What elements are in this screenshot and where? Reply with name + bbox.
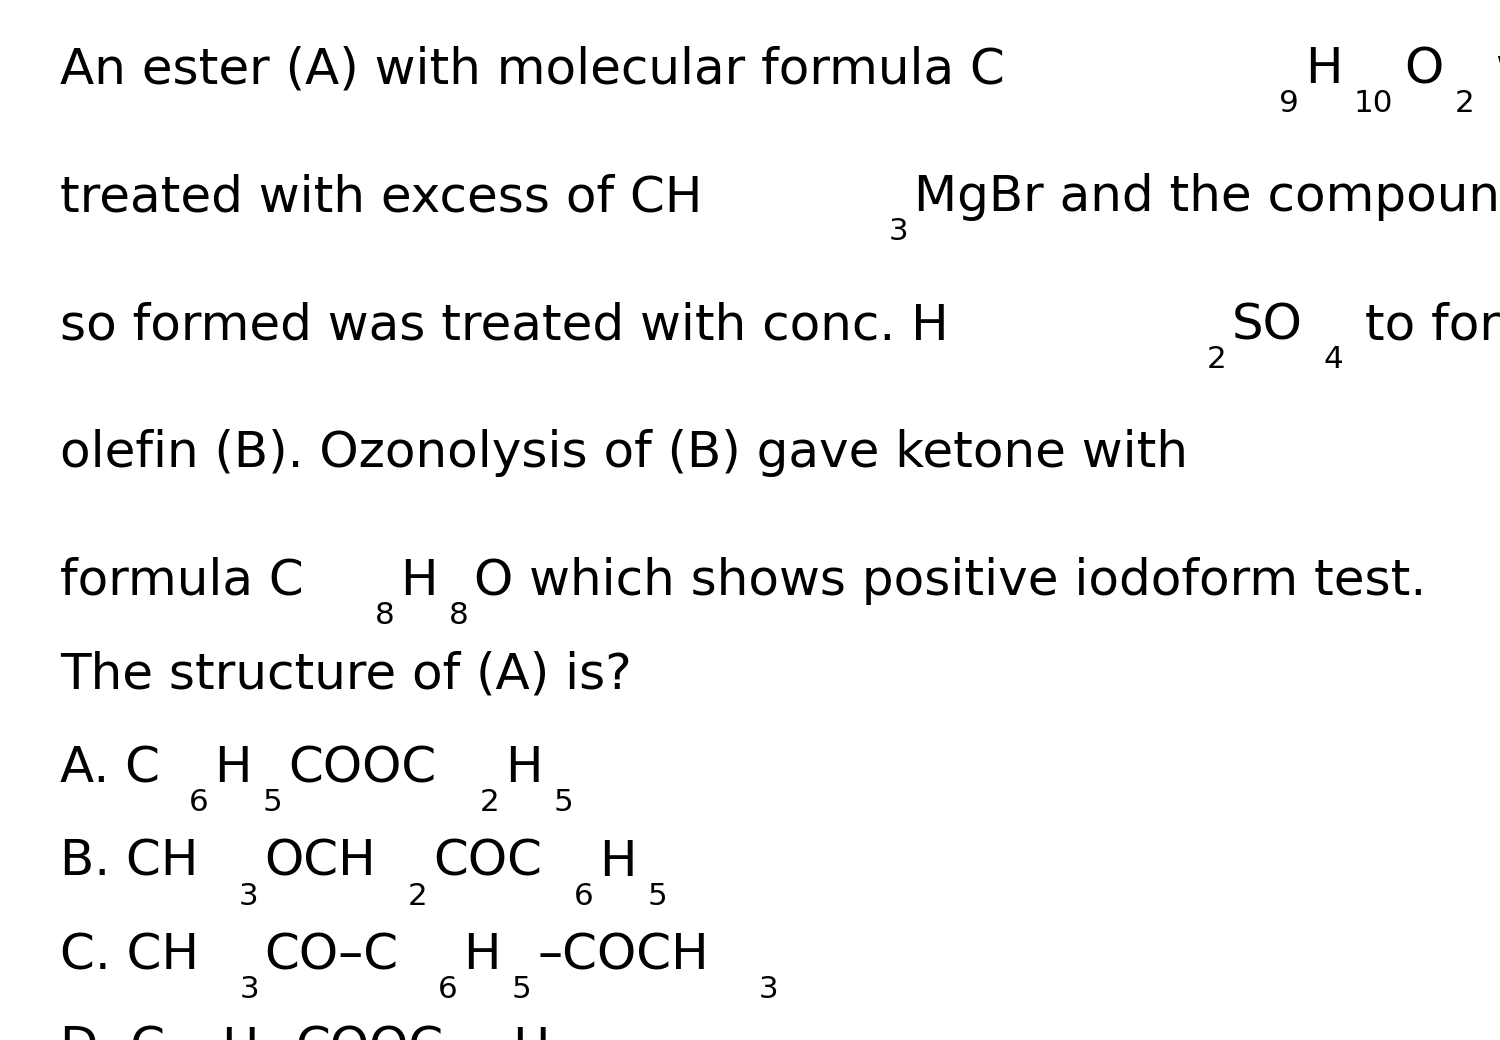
Text: O: O	[1404, 45, 1443, 94]
Text: O which shows positive iodoform test.: O which shows positive iodoform test.	[474, 556, 1426, 605]
Text: 3: 3	[759, 976, 778, 1005]
Text: H: H	[400, 556, 438, 605]
Text: 5: 5	[648, 882, 668, 911]
Text: olefin (B). Ozonolysis of (B) gave ketone with: olefin (B). Ozonolysis of (B) gave keton…	[60, 428, 1188, 477]
Text: SO: SO	[1232, 301, 1304, 349]
Text: COOC: COOC	[288, 744, 436, 792]
Text: CO–C: CO–C	[264, 931, 399, 980]
Text: 2: 2	[408, 882, 428, 911]
Text: 5: 5	[262, 788, 282, 817]
Text: 6: 6	[574, 882, 594, 911]
Text: treated with excess of CH: treated with excess of CH	[60, 173, 702, 222]
Text: D. C: D. C	[60, 1024, 165, 1040]
Text: to form: to form	[1348, 301, 1500, 349]
Text: 4: 4	[1323, 345, 1344, 374]
Text: –COCH: –COCH	[537, 931, 708, 980]
Text: COC: COC	[433, 837, 543, 886]
Text: 3: 3	[240, 976, 260, 1005]
Text: H: H	[600, 837, 638, 886]
Text: B. CH: B. CH	[60, 837, 198, 886]
Text: H: H	[464, 931, 501, 980]
Text: 3: 3	[890, 217, 909, 246]
Text: H: H	[512, 1024, 549, 1040]
Text: The structure of (A) is?: The structure of (A) is?	[60, 650, 632, 699]
Text: 2: 2	[1206, 345, 1227, 374]
Text: 6: 6	[438, 976, 458, 1005]
Text: H: H	[1305, 45, 1342, 94]
Text: H: H	[214, 744, 252, 792]
Text: 8: 8	[448, 601, 468, 630]
Text: was: was	[1480, 45, 1500, 94]
Text: H: H	[506, 744, 543, 792]
Text: MgBr and the compound: MgBr and the compound	[914, 173, 1500, 222]
Text: OCH: OCH	[264, 837, 375, 886]
Text: 2: 2	[1455, 89, 1474, 119]
Text: 6: 6	[189, 788, 209, 817]
Text: 2: 2	[480, 788, 500, 817]
Text: 9: 9	[1280, 89, 1299, 119]
Text: 5: 5	[554, 788, 573, 817]
Text: H: H	[220, 1024, 258, 1040]
Text: A. C: A. C	[60, 744, 160, 792]
Text: An ester (A) with molecular formula C: An ester (A) with molecular formula C	[60, 45, 1005, 94]
Text: C. CH: C. CH	[60, 931, 200, 980]
Text: 8: 8	[375, 601, 394, 630]
Text: 3: 3	[238, 882, 258, 911]
Text: so formed was treated with conc. H: so formed was treated with conc. H	[60, 301, 948, 349]
Text: COOC: COOC	[296, 1024, 444, 1040]
Text: 5: 5	[512, 976, 531, 1005]
Text: 10: 10	[1353, 89, 1392, 119]
Text: formula C: formula C	[60, 556, 303, 605]
